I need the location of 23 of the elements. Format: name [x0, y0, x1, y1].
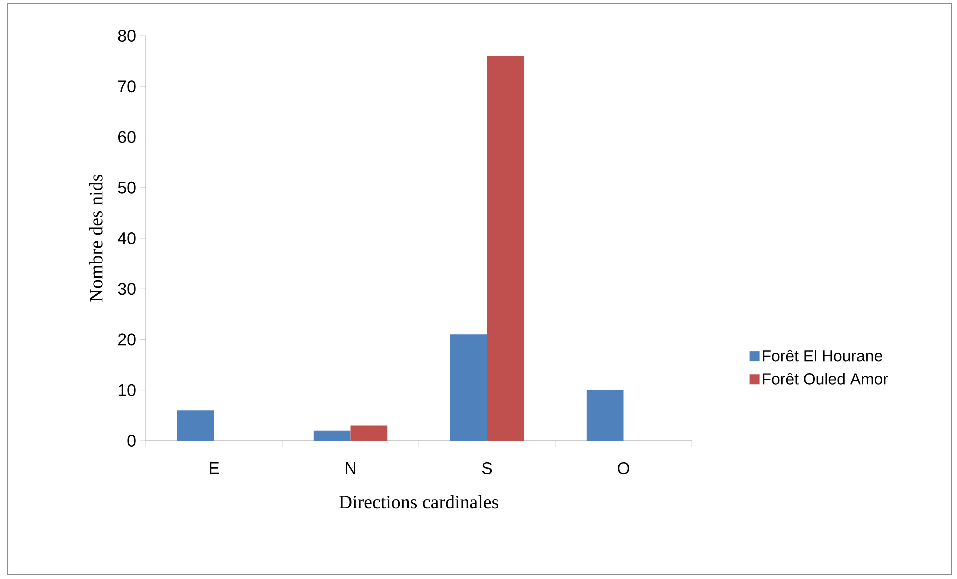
legend-label: Forêt Ouled Amor — [763, 373, 888, 385]
y-tick-label: 70 — [118, 80, 136, 93]
y-tick-label: 40 — [118, 232, 136, 244]
y-tick-label: 60 — [118, 131, 136, 144]
y-tick-label: 50 — [118, 182, 136, 194]
bar — [450, 334, 488, 441]
bar — [177, 410, 214, 441]
bar — [586, 390, 624, 441]
bar — [314, 430, 351, 441]
y-tick-label: 20 — [118, 334, 136, 346]
bar — [487, 56, 524, 441]
y-tick-label: 0 — [128, 434, 136, 447]
bar — [350, 426, 388, 441]
x-tick-label: S — [482, 462, 492, 475]
y-tick-label: 80 — [118, 30, 136, 42]
legend-label: Forêt El Hourane — [763, 350, 882, 362]
x-tick-label: O — [618, 462, 630, 475]
y-tick-label: 10 — [118, 384, 136, 396]
x-tick-label: E — [210, 462, 220, 474]
x-axis-title: Directions cardinales — [339, 495, 498, 509]
x-tick-label: N — [346, 462, 356, 474]
y-tick-label: 30 — [118, 283, 136, 296]
y-axis-title: Nombre des nids — [90, 175, 103, 302]
